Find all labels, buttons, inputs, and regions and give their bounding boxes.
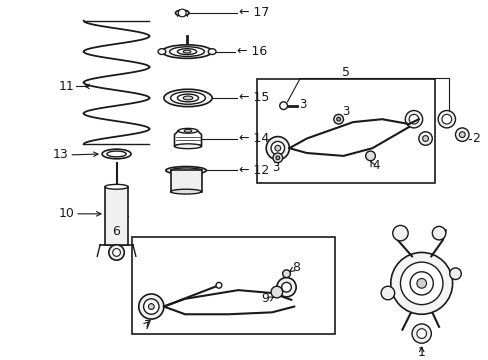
Circle shape: [148, 303, 154, 310]
Circle shape: [178, 9, 186, 17]
Ellipse shape: [175, 10, 188, 16]
Circle shape: [422, 136, 427, 141]
Ellipse shape: [162, 45, 212, 58]
Circle shape: [143, 299, 159, 314]
Bar: [170, 170, 201, 192]
Circle shape: [454, 128, 468, 141]
Circle shape: [441, 114, 451, 124]
Circle shape: [109, 245, 124, 260]
Circle shape: [449, 268, 460, 279]
Ellipse shape: [170, 92, 205, 104]
Text: 3: 3: [342, 105, 349, 118]
Text: ← 15: ← 15: [239, 91, 269, 104]
Ellipse shape: [177, 94, 198, 102]
Bar: [132, 237, 334, 334]
Circle shape: [416, 329, 426, 338]
Circle shape: [282, 270, 290, 278]
Ellipse shape: [174, 144, 201, 149]
Circle shape: [416, 279, 426, 288]
Text: 5: 5: [341, 66, 349, 79]
Circle shape: [139, 294, 163, 319]
Circle shape: [365, 151, 375, 161]
Bar: [105, 187, 128, 245]
Ellipse shape: [184, 129, 191, 132]
Circle shape: [276, 278, 296, 297]
Text: 13: 13: [52, 148, 68, 161]
Ellipse shape: [169, 47, 204, 57]
Text: 6: 6: [112, 225, 120, 238]
Circle shape: [275, 156, 279, 160]
Text: 3: 3: [271, 161, 279, 174]
Circle shape: [272, 153, 282, 163]
Ellipse shape: [163, 89, 212, 107]
Text: 10: 10: [58, 207, 74, 220]
Text: 11: 11: [58, 80, 74, 93]
Circle shape: [274, 145, 280, 151]
Circle shape: [405, 111, 422, 128]
Text: ← 14: ← 14: [239, 132, 269, 145]
Ellipse shape: [158, 49, 165, 54]
Text: 2: 2: [471, 132, 479, 145]
Circle shape: [270, 141, 284, 155]
Circle shape: [411, 324, 430, 343]
Circle shape: [336, 117, 340, 121]
Circle shape: [458, 132, 464, 138]
Ellipse shape: [105, 184, 128, 189]
Circle shape: [437, 111, 454, 128]
Circle shape: [409, 272, 432, 295]
Text: ← 17: ← 17: [239, 6, 269, 19]
Circle shape: [279, 102, 287, 109]
Text: 4: 4: [372, 159, 379, 172]
Text: 7: 7: [143, 319, 151, 332]
Circle shape: [431, 226, 445, 240]
Ellipse shape: [178, 129, 197, 133]
Circle shape: [400, 262, 442, 305]
Circle shape: [392, 225, 407, 241]
Circle shape: [418, 132, 431, 145]
Ellipse shape: [177, 49, 196, 54]
Text: ← 12: ← 12: [239, 164, 269, 177]
Ellipse shape: [208, 49, 216, 54]
Text: 1: 1: [417, 346, 425, 359]
Ellipse shape: [183, 96, 192, 100]
Text: 8: 8: [292, 261, 300, 274]
Ellipse shape: [170, 168, 201, 173]
Circle shape: [216, 282, 222, 288]
Circle shape: [333, 114, 343, 124]
Bar: [256, 78, 434, 183]
Ellipse shape: [170, 189, 201, 194]
Circle shape: [380, 286, 394, 300]
Ellipse shape: [102, 149, 131, 159]
Circle shape: [112, 249, 120, 256]
Text: ← 16: ← 16: [237, 45, 267, 58]
Circle shape: [408, 114, 418, 124]
Text: 3: 3: [299, 98, 306, 111]
Text: 9: 9: [261, 292, 268, 305]
Ellipse shape: [183, 50, 190, 53]
Circle shape: [270, 286, 282, 298]
Circle shape: [265, 136, 289, 160]
Ellipse shape: [165, 167, 206, 174]
Circle shape: [390, 252, 452, 314]
Circle shape: [281, 282, 291, 292]
Ellipse shape: [107, 151, 126, 157]
